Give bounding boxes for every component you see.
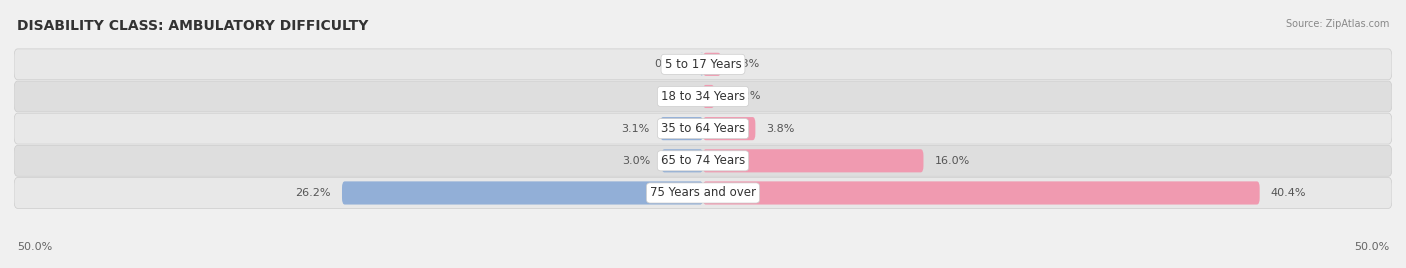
FancyBboxPatch shape bbox=[14, 113, 1392, 144]
Text: 26.2%: 26.2% bbox=[295, 188, 330, 198]
Text: 0.82%: 0.82% bbox=[725, 91, 761, 102]
FancyBboxPatch shape bbox=[342, 181, 703, 204]
FancyBboxPatch shape bbox=[703, 85, 714, 108]
Text: 40.4%: 40.4% bbox=[1271, 188, 1306, 198]
FancyBboxPatch shape bbox=[14, 145, 1392, 176]
Text: 18 to 34 Years: 18 to 34 Years bbox=[661, 90, 745, 103]
Text: DISABILITY CLASS: AMBULATORY DIFFICULTY: DISABILITY CLASS: AMBULATORY DIFFICULTY bbox=[17, 19, 368, 33]
Text: 1.3%: 1.3% bbox=[733, 59, 761, 69]
FancyBboxPatch shape bbox=[14, 81, 1392, 112]
Text: 3.1%: 3.1% bbox=[621, 124, 650, 134]
Text: 65 to 74 Years: 65 to 74 Years bbox=[661, 154, 745, 167]
FancyBboxPatch shape bbox=[703, 149, 924, 172]
Text: Source: ZipAtlas.com: Source: ZipAtlas.com bbox=[1285, 19, 1389, 29]
Text: 16.0%: 16.0% bbox=[935, 156, 970, 166]
FancyBboxPatch shape bbox=[703, 117, 755, 140]
FancyBboxPatch shape bbox=[700, 53, 703, 76]
Text: 75 Years and over: 75 Years and over bbox=[650, 187, 756, 199]
Text: 3.8%: 3.8% bbox=[766, 124, 794, 134]
Text: 50.0%: 50.0% bbox=[17, 242, 52, 252]
FancyBboxPatch shape bbox=[14, 49, 1392, 80]
FancyBboxPatch shape bbox=[661, 117, 703, 140]
Text: 5 to 17 Years: 5 to 17 Years bbox=[665, 58, 741, 71]
FancyBboxPatch shape bbox=[662, 149, 703, 172]
Text: 0.0%: 0.0% bbox=[664, 91, 692, 102]
FancyBboxPatch shape bbox=[14, 177, 1392, 209]
FancyBboxPatch shape bbox=[703, 53, 721, 76]
Text: 50.0%: 50.0% bbox=[1354, 242, 1389, 252]
Text: 0.19%: 0.19% bbox=[654, 59, 689, 69]
Text: 3.0%: 3.0% bbox=[623, 156, 651, 166]
FancyBboxPatch shape bbox=[703, 181, 1260, 204]
Text: 35 to 64 Years: 35 to 64 Years bbox=[661, 122, 745, 135]
